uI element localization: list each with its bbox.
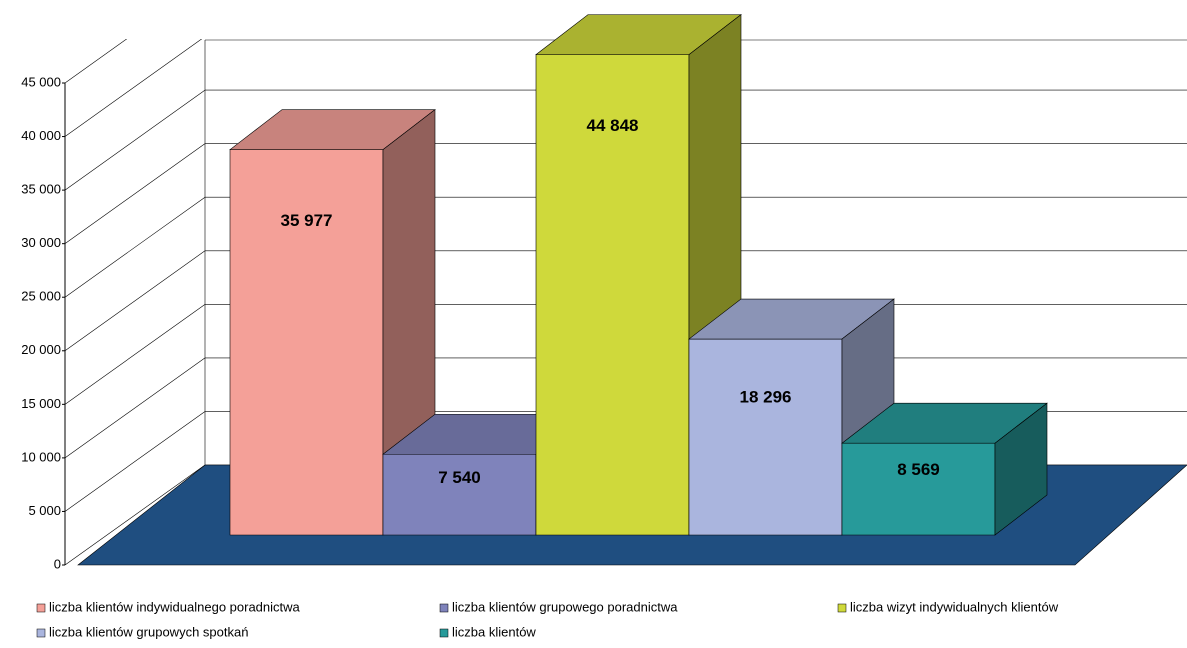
y-tick-label: 25 000 [21, 289, 61, 304]
bar-front [229, 149, 384, 536]
legend-label: liczba klientów [452, 624, 536, 639]
y-tick-label: 10 000 [21, 449, 61, 464]
data-label: 35 977 [281, 211, 333, 230]
grid-line [64, 250, 206, 352]
y-tick-label: 40 000 [21, 128, 61, 143]
legend-label: liczba klientów grupowego poradnictwa [452, 599, 678, 614]
grid-line [64, 464, 206, 566]
data-label: 44 848 [587, 116, 639, 135]
legend-swatch [837, 603, 847, 613]
bar-front [688, 338, 843, 536]
bar-front [382, 453, 537, 536]
y-tick-label: 35 000 [21, 182, 61, 197]
legend-swatch [36, 603, 46, 613]
legend-label: liczba wizyt indywidualnych klientów [850, 599, 1059, 614]
bar-front [841, 442, 996, 536]
y-tick-label: 30 000 [21, 235, 61, 250]
grid-line [64, 89, 206, 191]
legend-label: liczba klientów indywidualnego poradnict… [49, 599, 301, 614]
data-label: 18 296 [740, 387, 792, 406]
grid-line [64, 357, 206, 459]
plot: 0 5 000 10 000 15 000 20 000 25 000 30 000 35 0… [21, 14, 1187, 639]
y-tick-label: 0 [54, 556, 61, 571]
grid-line [64, 39, 203, 137]
grid-line [64, 39, 128, 84]
grid-line [64, 143, 206, 244]
legend-swatch [439, 628, 449, 638]
y-tick-label: 45 000 [21, 74, 61, 89]
legend-swatch [439, 603, 449, 613]
legend-swatch [36, 628, 46, 638]
grid-line [64, 304, 206, 405]
y-tick-label: 15 000 [21, 396, 61, 411]
data-label: 8 569 [897, 460, 940, 479]
legend-label: liczba klientów grupowych spotkań [49, 624, 248, 639]
bar-side [994, 402, 1048, 536]
grid-line [64, 411, 206, 512]
data-label: 7 540 [438, 468, 481, 487]
grid-line [64, 196, 206, 298]
y-tick-label: 20 000 [21, 342, 61, 357]
y-tick-label: 5 000 [28, 503, 61, 518]
